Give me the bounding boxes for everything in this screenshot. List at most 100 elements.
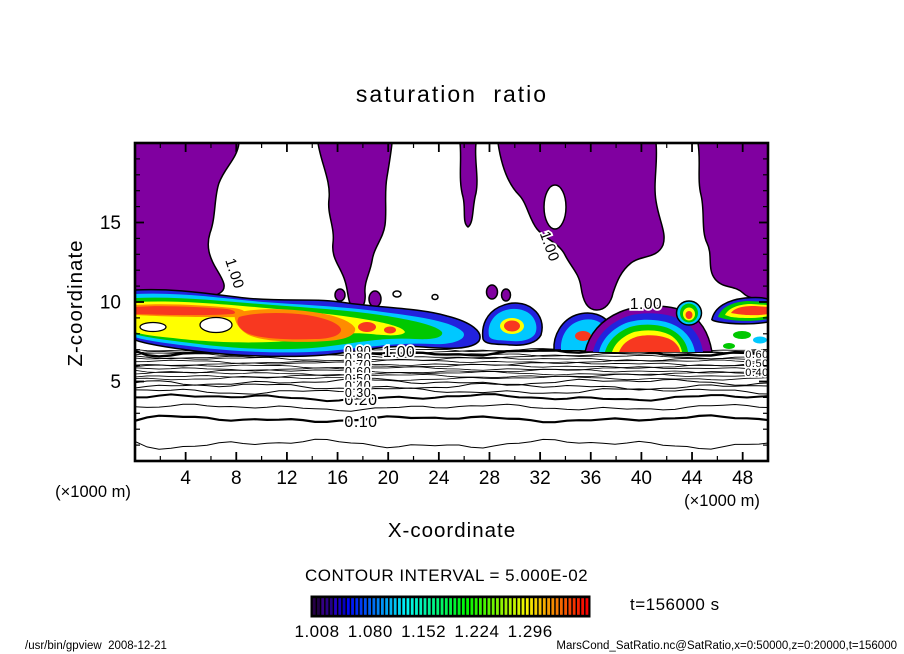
tone-red	[619, 335, 680, 352]
time-label: t=156000 s	[630, 595, 720, 614]
contour-label: 0.60	[345, 365, 371, 379]
purple-island	[500, 288, 512, 302]
colorbar-segment	[457, 598, 461, 615]
y-tick-label: 10	[100, 293, 121, 314]
colorbar-segment	[329, 598, 333, 615]
colorbar-segment	[385, 598, 389, 615]
colorbar-segment	[496, 598, 499, 615]
colorbar-segment	[342, 598, 346, 615]
colorbar-segment	[538, 598, 542, 615]
colorbar-segment	[581, 598, 585, 615]
colorbar-segment	[402, 598, 406, 615]
colorbar-segment	[393, 598, 397, 615]
footer-command: /usr/bin/gpview 2008-12-21	[25, 640, 167, 652]
colorbar-segment	[376, 598, 380, 615]
contour-line	[135, 373, 768, 379]
y-axis-title: Z-coordinate	[64, 239, 87, 366]
colorbar-label: 1.224	[454, 622, 499, 641]
colorbar-segment	[487, 598, 491, 615]
contour-line	[135, 356, 768, 362]
colorbar-segment	[559, 598, 563, 615]
purple-island	[334, 288, 346, 302]
colorbar-label: 1.296	[508, 622, 553, 641]
lower-contour-lines	[135, 377, 768, 450]
colorbar-segment	[338, 598, 342, 615]
colorbar-segment	[368, 598, 371, 615]
contour-label: 0.80	[345, 351, 371, 365]
y-axis-unit: (×1000 m)	[55, 483, 131, 501]
contour-line	[135, 387, 768, 395]
colorbar-label: 1.008	[294, 622, 339, 641]
colorbar-segment	[415, 598, 418, 615]
contour-label: 0.40	[745, 367, 768, 379]
colorbar-segment	[325, 598, 329, 615]
contour-line	[135, 414, 768, 424]
x-tick-label: 40	[631, 468, 652, 489]
x-tick-label: 32	[530, 468, 551, 489]
colorbar-segment	[423, 598, 427, 615]
tone-red	[575, 331, 591, 341]
x-tick-label: 48	[732, 468, 753, 489]
contour-line	[135, 393, 768, 403]
tone-purple-region	[135, 143, 768, 313]
x-tick-label: 36	[580, 468, 601, 489]
tone-red	[504, 320, 520, 332]
colorbar-segment	[564, 598, 568, 615]
colorbar-segment	[466, 598, 470, 615]
x-axis-unit: (×1000 m)	[684, 492, 760, 510]
contour-label: 1.00	[630, 296, 662, 313]
colorbar-segment	[427, 598, 431, 615]
contour-line	[135, 377, 768, 386]
tone-green	[723, 343, 735, 349]
x-tick-label: 8	[231, 468, 242, 489]
x-tick-label: 44	[681, 468, 703, 489]
contour-label: 0.50	[345, 372, 371, 386]
contour-line	[135, 403, 768, 412]
contour-label: 0.10	[344, 414, 377, 431]
contour-line	[135, 368, 768, 374]
colorbar-segment	[398, 598, 401, 615]
colorbar-segment	[389, 598, 393, 615]
colorbar-segment	[461, 598, 465, 615]
colorbar-segment	[449, 598, 452, 615]
colorbar-segment	[542, 598, 546, 615]
colorbar-segment	[577, 598, 580, 615]
colorbar-segment	[483, 598, 487, 615]
contour-label: 0.50	[745, 358, 768, 370]
colorbar-segment	[568, 598, 572, 615]
x-tick-label: 16	[327, 468, 348, 489]
contour-line	[135, 438, 768, 450]
contour-label: 1.00	[383, 344, 415, 361]
colorbar-segment	[491, 598, 495, 615]
contour-line	[135, 363, 768, 369]
colorbar-segment	[355, 598, 359, 615]
white-island	[139, 321, 167, 333]
colorbar-segment	[479, 598, 482, 615]
purple-island	[368, 290, 382, 308]
colorbar-segment	[440, 598, 444, 615]
x-tick-label: 28	[479, 468, 500, 489]
colorbar-segment	[321, 598, 325, 615]
y-tick-label: 5	[110, 372, 121, 393]
contour-interval-label: CONTOUR INTERVAL = 5.000E-02	[305, 566, 588, 585]
axis-ticks	[135, 143, 768, 461]
contour-label: 0.90	[345, 344, 371, 358]
page-title: saturation ratio	[356, 81, 548, 107]
contour-label: 0.70	[345, 358, 371, 372]
colorbar-segment	[372, 598, 376, 615]
colorbar-segment	[363, 598, 367, 615]
colorbar-segment	[406, 598, 410, 615]
contour-line	[135, 375, 768, 381]
colorbar-segment	[474, 598, 478, 615]
colorbar-segment	[572, 598, 576, 615]
colorbar-segment	[585, 598, 589, 615]
colorbar-segment	[525, 598, 529, 615]
colorbar-segment	[436, 598, 440, 615]
tone-cyan	[753, 336, 767, 344]
colorbar-segment	[547, 598, 550, 615]
colorbar-segment	[432, 598, 435, 615]
colorbar-segment	[534, 598, 538, 615]
colorbar-segment	[521, 598, 525, 615]
small-contour	[431, 293, 439, 301]
x-tick-label: 20	[378, 468, 399, 489]
